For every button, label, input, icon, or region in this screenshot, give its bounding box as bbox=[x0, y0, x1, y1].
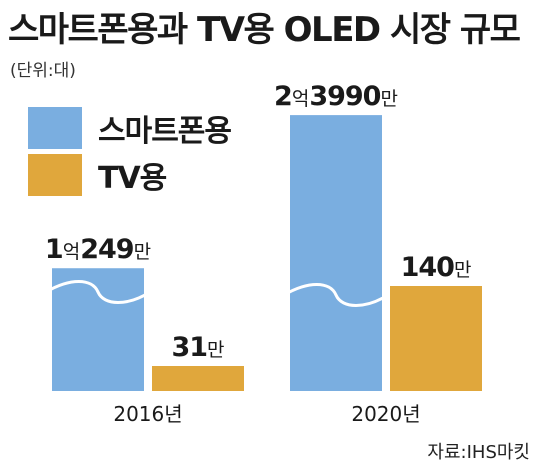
value-label-smartphone-0: 1억249만 bbox=[45, 234, 151, 265]
bar-tv-0 bbox=[152, 366, 244, 391]
legend-swatch-smartphone bbox=[28, 107, 82, 149]
legend-item-smartphone: 스마트폰용 bbox=[28, 106, 232, 150]
legend-label-smartphone: 스마트폰용 bbox=[98, 114, 232, 149]
bar-smartphone-1 bbox=[290, 115, 382, 392]
bar-smartphone-0 bbox=[52, 268, 144, 391]
value-label-tv-0: 31만 bbox=[171, 332, 224, 363]
bar-tv-1 bbox=[390, 286, 482, 391]
category-label-1: 2020년 bbox=[351, 402, 420, 426]
unit-label: (단위:대) bbox=[10, 61, 76, 81]
chart-title: 스마트폰용과 TV용 OLED 시장 규모 bbox=[8, 10, 521, 50]
source-label: 자료:IHS마킷 bbox=[427, 442, 530, 463]
legend-label-tv: TV용 bbox=[98, 161, 167, 196]
legend-swatch-tv bbox=[28, 154, 82, 196]
legend-item-tv: TV용 bbox=[28, 153, 167, 197]
axis-break-wave-1 bbox=[283, 283, 389, 307]
category-label-0: 2016년 bbox=[113, 402, 182, 426]
axis-break-wave-0 bbox=[45, 280, 151, 304]
value-label-tv-1: 140만 bbox=[401, 252, 472, 283]
value-label-smartphone-1: 2억3990만 bbox=[274, 81, 398, 112]
